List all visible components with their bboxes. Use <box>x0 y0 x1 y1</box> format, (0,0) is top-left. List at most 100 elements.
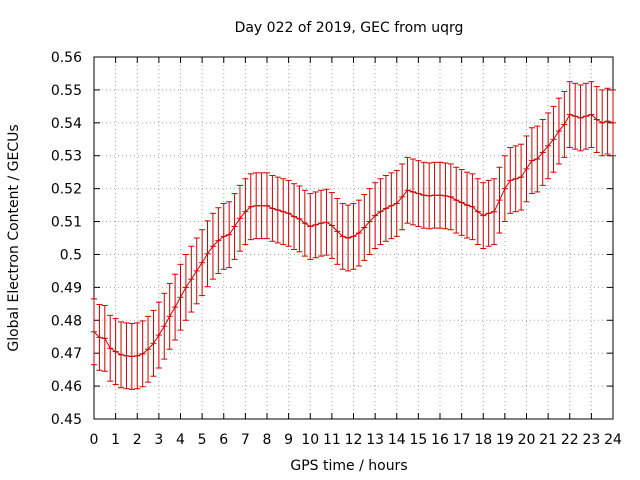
error-bar-point <box>215 207 222 275</box>
error-bar-point <box>512 145 519 213</box>
series-gec <box>91 81 616 390</box>
x-tick-label: 11 <box>323 432 341 448</box>
x-tick-label: 15 <box>409 432 427 448</box>
error-bar-point <box>485 179 492 247</box>
x-tick-label: 0 <box>90 432 99 448</box>
error-bar-point <box>101 304 108 372</box>
error-bar-point <box>139 320 146 388</box>
x-tick-label: 14 <box>388 432 406 448</box>
error-bar-point <box>426 162 433 230</box>
error-bar-point <box>274 176 281 244</box>
error-bar-point <box>226 201 233 269</box>
error-bar-point <box>582 82 589 150</box>
error-bar-point <box>307 193 314 260</box>
x-tick-label: 2 <box>133 432 142 448</box>
error-bar-point <box>193 237 200 305</box>
error-bar-point <box>399 163 406 231</box>
x-tick-label: 24 <box>604 432 622 448</box>
error-bar-point <box>480 182 487 250</box>
error-bar-point <box>593 86 600 153</box>
tick-marks <box>93 56 614 420</box>
y-tick-label: 0.53 <box>51 149 82 165</box>
x-tick-label: 9 <box>284 432 293 448</box>
error-bar-point <box>566 81 573 148</box>
error-bar-point <box>242 178 249 246</box>
y-tick-label: 0.47 <box>51 346 82 362</box>
error-bar-point <box>572 82 579 150</box>
error-bar-point <box>382 174 389 242</box>
error-bar-point <box>355 199 362 267</box>
y-tick-label: 0.49 <box>51 280 82 296</box>
x-tick-label: 4 <box>176 432 185 448</box>
error-bar-point <box>220 202 227 270</box>
y-tick-label: 0.5 <box>60 247 82 263</box>
x-tick-label: 18 <box>474 432 492 448</box>
x-tick-label: 3 <box>154 432 163 448</box>
error-bar-point <box>345 204 352 272</box>
error-bar-point <box>377 178 384 246</box>
error-bar-point <box>339 202 346 270</box>
error-bar-point <box>528 127 535 195</box>
error-bar-point <box>247 173 254 241</box>
error-bar-point <box>134 322 141 390</box>
error-bar-point <box>264 172 270 240</box>
error-bar-point <box>182 253 189 321</box>
y-tick-label: 0.46 <box>51 379 82 395</box>
x-tick-label: 16 <box>431 432 449 448</box>
error-bar-point <box>458 169 465 236</box>
error-bar-point <box>599 89 606 157</box>
error-bar-point <box>501 155 508 223</box>
y-tick-label: 0.51 <box>51 215 82 231</box>
error-bar-point <box>404 156 411 224</box>
y-tick-label: 0.52 <box>51 182 82 198</box>
x-tick-label: 20 <box>518 432 536 448</box>
error-bar-point <box>453 166 460 234</box>
error-bar-point <box>296 185 303 253</box>
x-tick-label: 10 <box>301 432 319 448</box>
error-bar-point <box>172 273 179 341</box>
error-bar-point <box>145 315 152 383</box>
x-tick-label: 7 <box>241 432 250 448</box>
error-bar-point <box>447 163 454 231</box>
error-bar-point <box>318 189 325 257</box>
y-tick-label: 0.54 <box>51 116 82 132</box>
error-bar-point <box>323 188 330 256</box>
error-bar-point <box>91 298 97 366</box>
error-bar-point <box>177 263 184 331</box>
error-bar-point <box>409 158 416 226</box>
error-bar-point <box>366 188 373 255</box>
error-bar-point <box>610 89 616 157</box>
error-bar-point <box>301 189 308 257</box>
x-tick-label: 21 <box>539 432 557 448</box>
error-bar-point <box>328 192 335 259</box>
error-bar-point <box>285 179 292 247</box>
x-axis-label: GPS time / hours <box>290 458 407 474</box>
chart-title: Day 022 of 2019, GEC from uqrg <box>235 20 464 36</box>
error-bar-point <box>312 191 319 259</box>
error-bar-point <box>431 161 438 229</box>
y-tick-label: 0.55 <box>51 83 82 99</box>
error-bar-point <box>372 182 379 250</box>
error-bar-point <box>464 171 471 239</box>
x-tick-label: 8 <box>263 432 272 448</box>
error-bar-point <box>204 220 211 288</box>
error-bar-point <box>555 97 562 165</box>
error-bar-point <box>523 135 530 203</box>
x-tick-label: 1 <box>111 432 120 448</box>
y-axis-label: Global Electron Content / GECUs <box>6 124 22 351</box>
error-bar-point <box>112 318 119 385</box>
error-bar-point <box>350 202 357 270</box>
y-tick-label: 0.56 <box>51 50 82 66</box>
error-bar-point <box>155 301 162 369</box>
error-bar-point <box>420 161 427 229</box>
error-bar-point <box>280 178 287 246</box>
error-bar-point <box>161 292 168 360</box>
error-bar-point <box>518 143 525 211</box>
x-tick-label: 12 <box>345 432 363 448</box>
error-bar-point <box>507 147 514 214</box>
error-bar-point <box>253 172 260 240</box>
error-bar-point <box>491 178 498 246</box>
error-bar-point <box>474 178 481 246</box>
error-bar-point <box>209 212 216 280</box>
